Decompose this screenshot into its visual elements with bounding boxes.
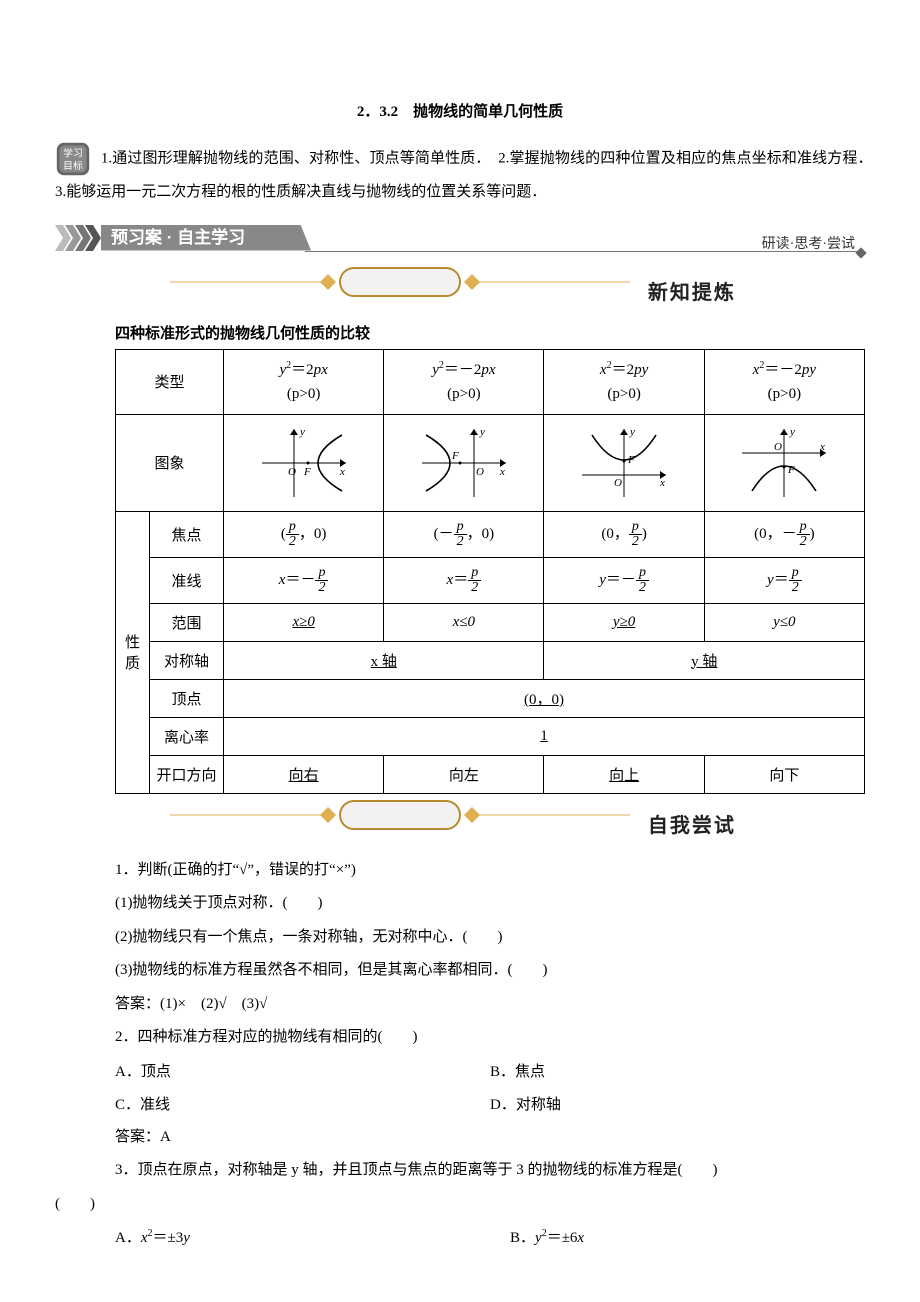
svg-text:O: O	[476, 466, 484, 478]
svg-text:x: x	[819, 441, 825, 453]
svg-text:F: F	[787, 464, 795, 476]
banner-diamond-icon	[855, 247, 866, 258]
svg-text:F: F	[303, 466, 311, 478]
th-eq1: y2＝2px (p>0)	[224, 349, 384, 414]
q2-B: B．焦点	[490, 1056, 865, 1089]
range-4: y≤0	[704, 603, 864, 641]
q3-head: 3．顶点在原点，对称轴是 y 轴，并且顶点与焦点的距离等于 3 的抛物线的标准方…	[55, 1155, 865, 1187]
p-cond-3: (p>0)	[607, 386, 640, 402]
table-heading: 四种标准形式的抛物线几何性质的比较	[115, 322, 865, 343]
th-eq2: y2＝－2px (p>0)	[384, 349, 544, 414]
table-area: 四种标准形式的抛物线几何性质的比较 类型 y2＝2px (p>0) y2＝－2p…	[115, 322, 865, 794]
page: 2．3.2 抛物线的简单几何性质 学习 目标 1.通过图形理解抛物线的范围、对称…	[0, 0, 920, 1302]
open-3: 向上	[544, 755, 704, 793]
q1-ans: 答案：(1)× (2)√ (3)√	[115, 989, 865, 1021]
p-cond-4: (p>0)	[768, 386, 801, 402]
row-axis-label: 对称轴	[150, 641, 224, 679]
q3-A: A．x2＝±3y	[115, 1222, 470, 1255]
section-head-1-text: 新知提炼	[634, 273, 750, 308]
svg-text:y: y	[629, 426, 635, 438]
graph-4: F O x y	[704, 414, 864, 511]
focus-2: (－p2，0)	[384, 511, 544, 557]
svg-text:F: F	[451, 450, 459, 462]
q2-D: D．对称轴	[490, 1089, 865, 1122]
graph-1: O F x y	[224, 414, 384, 511]
comparison-table: 类型 y2＝2px (p>0) y2＝－2px (p>0) x2＝2py (p>…	[115, 349, 865, 794]
focus-3: (0，p2)	[544, 511, 704, 557]
axis-left: x 轴	[224, 641, 544, 679]
open-4: 向下	[704, 755, 864, 793]
vertex-val: (0，0)	[224, 679, 865, 717]
directrix-3: y＝－p2	[544, 557, 704, 603]
svg-text:x: x	[659, 477, 665, 489]
svg-text:y: y	[479, 426, 485, 438]
q2-opts-row2: C．准线 D．对称轴	[115, 1089, 865, 1122]
directrix-2: x＝p2	[384, 557, 544, 603]
svg-text:y: y	[789, 426, 795, 438]
q1-head: 1．判断(正确的打“√”，错误的打“×”)	[115, 855, 865, 887]
p-cond-2: (p>0)	[447, 386, 480, 402]
svg-text:x: x	[339, 466, 345, 478]
qa-block: 1．判断(正确的打“√”，错误的打“×”) (1)抛物线关于顶点对称．( ) (…	[115, 855, 865, 1187]
pill-svg-2	[170, 798, 630, 832]
row-open-label: 开口方向	[150, 755, 224, 793]
badge-text-1: 学习	[63, 146, 83, 159]
q2-head: 2．四种标准方程对应的抛物线有相同的( )	[115, 1022, 865, 1054]
graph-3: F O x y	[544, 414, 704, 511]
open-2: 向左	[384, 755, 544, 793]
directrix-1: x＝－p2	[224, 557, 384, 603]
badge-text-2: 目标	[63, 160, 83, 172]
q1-2: (2)抛物线只有一个焦点，一条对称轴，无对称中心．( )	[115, 922, 865, 954]
open-1: 向右	[224, 755, 384, 793]
row-graph-label: 图象	[116, 414, 224, 511]
q2-opts-row1: A．顶点 B．焦点	[115, 1056, 865, 1089]
section-head-1: 新知提炼	[55, 265, 865, 308]
q1-1: (1)抛物线关于顶点对称．( )	[115, 888, 865, 920]
banner-title: 预习案 · 自主学习	[101, 225, 311, 251]
graph-2: F O x y	[384, 414, 544, 511]
th-type: 类型	[116, 349, 224, 414]
range-2: x≤0	[384, 603, 544, 641]
svg-text:O: O	[614, 477, 622, 489]
axis-right: y 轴	[544, 641, 865, 679]
q2-C: C．准线	[115, 1089, 490, 1122]
svg-text:x: x	[499, 466, 505, 478]
directrix-4: y＝p2	[704, 557, 864, 603]
chevron-icon	[55, 225, 101, 251]
row-focus-label: 焦点	[150, 511, 224, 557]
prep-banner: 预习案 · 自主学习 研读·思考·尝试	[55, 221, 865, 255]
section-head-2-text: 自我尝试	[634, 806, 750, 841]
objectives-text: 1.通过图形理解抛物线的范围、对称性、顶点等简单性质． 2.掌握抛物线的四种位置…	[55, 150, 880, 200]
focus-4: (0，－p2)	[704, 511, 864, 557]
range-3: y≥0	[544, 603, 704, 641]
objectives-block: 学习 目标 1.通过图形理解抛物线的范围、对称性、顶点等简单性质． 2.掌握抛物…	[55, 141, 865, 209]
q2-A: A．顶点	[115, 1056, 490, 1089]
row-vertex-label: 顶点	[150, 679, 224, 717]
svg-text:F: F	[627, 454, 635, 466]
th-eq3: x2＝2py (p>0)	[544, 349, 704, 414]
q3-opts: A．x2＝±3y B．y2＝±6x	[115, 1222, 865, 1255]
section-title: 2．3.2 抛物线的简单几何性质	[55, 100, 865, 121]
th-eq4: x2＝－2py (p>0)	[704, 349, 864, 414]
objective-badge: 学习 目标	[55, 141, 97, 177]
section-head-2: 自我尝试	[55, 798, 865, 841]
row-prop-label: 性质	[116, 511, 150, 793]
q1-3: (3)抛物线的标准方程虽然各不相同，但是其离心率都相同．( )	[115, 955, 865, 987]
svg-text:O: O	[288, 466, 296, 478]
q2-ans: 答案：A	[115, 1122, 865, 1154]
banner-note: 研读·思考·尝试	[762, 233, 855, 253]
row-directrix-label: 准线	[150, 557, 224, 603]
row-ecc-label: 离心率	[150, 717, 224, 755]
q3-paren: ( )	[55, 1189, 865, 1221]
q3-opts-row1: A．x2＝±3y B．y2＝±6x	[115, 1222, 865, 1255]
focus-1: (p2，0)	[224, 511, 384, 557]
ecc-val: 1	[224, 717, 865, 755]
p-cond-1: (p>0)	[287, 386, 320, 402]
svg-text:O: O	[774, 441, 782, 453]
svg-text:y: y	[299, 426, 305, 438]
row-range-label: 范围	[150, 603, 224, 641]
q3-B: B．y2＝±6x	[470, 1222, 865, 1255]
pill-svg-1	[170, 265, 630, 299]
range-1: x≥0	[224, 603, 384, 641]
